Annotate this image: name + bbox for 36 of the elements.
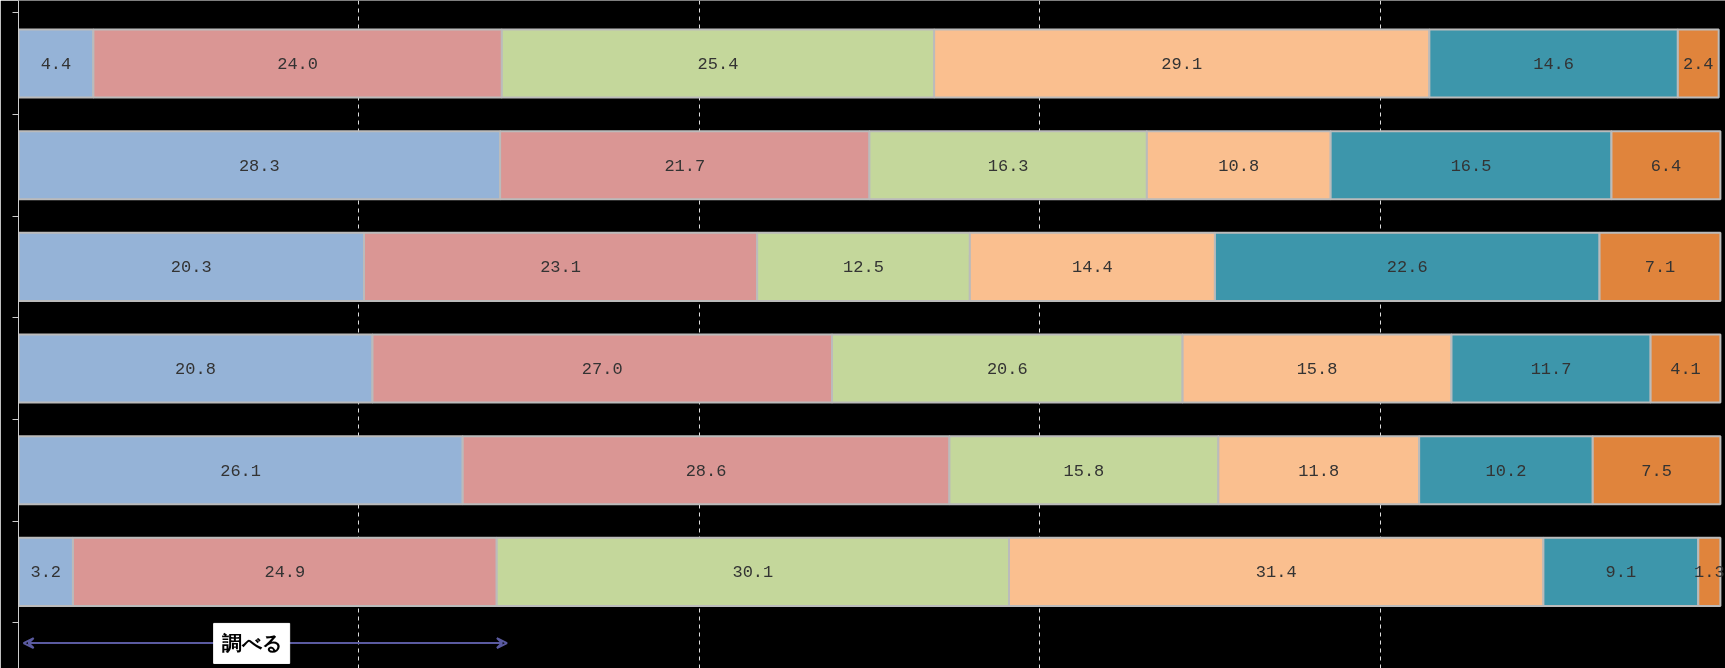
data-label: 7.5 <box>1641 461 1672 481</box>
data-label: 31.4 <box>1255 563 1297 583</box>
data-label: 28.6 <box>685 461 727 481</box>
data-label: 20.6 <box>986 360 1028 380</box>
data-label: 3.2 <box>30 563 62 583</box>
annotation: 調べる <box>221 631 282 656</box>
data-label: 12.5 <box>843 258 884 278</box>
data-label: 10.2 <box>1485 461 1527 481</box>
data-label: 28.3 <box>238 156 280 176</box>
data-label: 29.1 <box>1161 55 1203 75</box>
data-label: 16.5 <box>1450 156 1492 176</box>
data-label: 30.1 <box>732 563 774 583</box>
data-label: 21.7 <box>664 156 706 176</box>
data-label: 4.4 <box>40 55 72 75</box>
data-label: 27.0 <box>581 360 623 380</box>
data-label: 16.3 <box>987 156 1029 176</box>
data-label: 24.9 <box>264 563 306 583</box>
data-label: 2.4 <box>1682 55 1714 75</box>
data-label: 6.4 <box>1650 156 1682 176</box>
data-label: 15.8 <box>1296 360 1338 380</box>
data-label: 25.4 <box>697 55 739 75</box>
data-label: 24.0 <box>277 55 319 75</box>
data-label: 22.6 <box>1386 258 1428 278</box>
data-label: 15.8 <box>1063 461 1105 481</box>
data-label: 10.8 <box>1218 156 1260 176</box>
data-label: 20.8 <box>175 360 216 380</box>
data-label: 11.7 <box>1530 360 1572 380</box>
data-label: 20.3 <box>170 258 212 278</box>
data-label: 14.4 <box>1071 258 1113 278</box>
data-label: 7.1 <box>1644 258 1676 278</box>
data-label: 11.8 <box>1298 461 1340 481</box>
data-label: 23.1 <box>540 258 581 278</box>
data-label: 14.6 <box>1533 55 1575 75</box>
data-label: 4.1 <box>1670 360 1701 380</box>
data-label: 26.1 <box>220 461 262 481</box>
data-label: 9.1 <box>1605 563 1637 583</box>
